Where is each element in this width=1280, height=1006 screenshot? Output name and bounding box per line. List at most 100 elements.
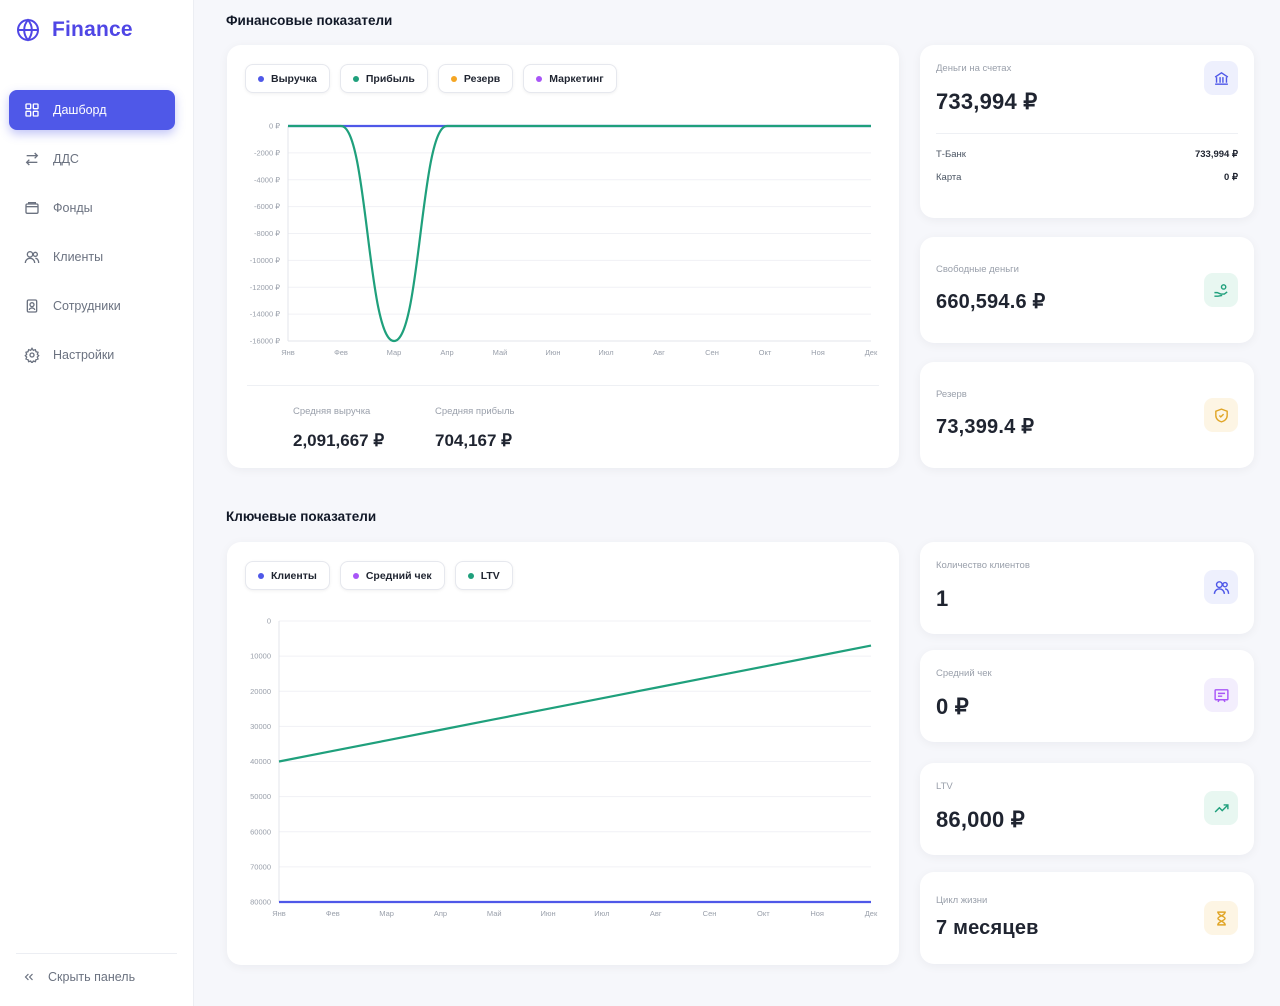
- y-tick-label: 80000: [250, 898, 271, 907]
- shield-icon-badge: [1204, 398, 1238, 432]
- sidebar-item-label: Дашборд: [53, 103, 107, 117]
- account-row: Т-Банк 733,994 ₽: [936, 149, 1238, 160]
- x-tick-label: Дек: [865, 909, 878, 918]
- y-tick-label: 70000: [250, 862, 271, 871]
- legend-label: Выручка: [271, 72, 317, 85]
- account-amount: 0 ₽: [1224, 172, 1238, 183]
- legend-marketing[interactable]: Маркетинг: [523, 64, 617, 93]
- y-tick-label: 0 ₽: [269, 122, 280, 131]
- lifecycle-value: 7 месяцев: [936, 917, 1039, 939]
- hand-coin-icon-badge: [1204, 273, 1238, 307]
- sidebar-item-label: Настройки: [53, 348, 115, 362]
- sidebar-item-employees[interactable]: Сотрудники: [9, 286, 175, 326]
- y-tick-label: 60000: [250, 827, 271, 836]
- key-section-title: Ключевые показатели: [226, 509, 377, 524]
- ltv-label: LTV: [936, 781, 953, 792]
- y-tick-label: -16000 ₽: [250, 337, 280, 346]
- x-tick-label: Мар: [387, 348, 402, 357]
- app-name: Finance: [52, 18, 133, 41]
- legend-avg-check[interactable]: Средний чек: [339, 561, 445, 590]
- financial-chart-card: 0 ₽ -2000 ₽ -4000 ₽ -6000 ₽ -8000 ₽ -10000 ₽ -…: [227, 45, 899, 468]
- hand-coin-icon: [1213, 283, 1228, 297]
- sidebar-item-dashboard[interactable]: Дашборд: [9, 90, 175, 130]
- x-tick-label: Май: [487, 909, 502, 918]
- x-tick-label: Авг: [653, 348, 665, 357]
- hourglass-icon: [1216, 910, 1226, 926]
- accounts-label: Деньги на счетах: [936, 63, 1012, 74]
- legend-reserve[interactable]: Резерв: [437, 64, 514, 93]
- sidebar-nav: Дашборд ДДС Фонды Клиенты Сотрудники Нас…: [9, 90, 175, 384]
- avg-revenue-label: Средняя выручка: [293, 406, 371, 417]
- globe-icon: [17, 18, 39, 42]
- legend-dot: [467, 572, 474, 579]
- free-money-card: Свободные деньги 660,594.6 ₽: [920, 237, 1254, 343]
- series-line-ltv: [278, 644, 872, 763]
- x-tick-label: Янв: [272, 909, 286, 918]
- sidebar-item-settings[interactable]: Настройки: [9, 335, 175, 375]
- avg-check-card: Средний чек 0 ₽: [920, 650, 1254, 742]
- arrows-swap-icon: [25, 152, 39, 166]
- legend-revenue[interactable]: Выручка: [245, 64, 330, 93]
- account-name: Т-Банк: [936, 149, 966, 160]
- legend-profit[interactable]: Прибыль: [339, 64, 428, 93]
- receipt-icon-badge: [1204, 678, 1238, 712]
- legend-label: Маркетинг: [549, 72, 604, 85]
- y-tick-label: -10000 ₽: [250, 256, 280, 265]
- collapse-label: Скрыть панель: [48, 970, 136, 984]
- lifecycle-label: Цикл жизни: [936, 895, 988, 906]
- sidebar-item-funds[interactable]: Фонды: [9, 188, 175, 228]
- ltv-card: LTV 86,000 ₽: [920, 763, 1254, 855]
- x-tick-label: Июн: [541, 909, 556, 918]
- lifecycle-card: Цикл жизни 7 месяцев: [920, 872, 1254, 964]
- accounts-card: Деньги на счетах 733,994 ₽ Т-Банк 733,99…: [920, 45, 1254, 218]
- avg-profit-label: Средняя прибыль: [435, 406, 515, 417]
- x-tick-label: Фев: [334, 348, 348, 357]
- ltv-value: 86,000 ₽: [936, 807, 1025, 832]
- account-row: Карта 0 ₽: [936, 172, 1238, 183]
- y-tick-label: -12000 ₽: [250, 283, 280, 292]
- hourglass-icon-badge: [1204, 901, 1238, 935]
- legend-ltv[interactable]: LTV: [454, 561, 513, 590]
- clients-count-card: Количество клиентов 1: [920, 542, 1254, 634]
- reserve-value: 73,399.4 ₽: [936, 416, 1035, 438]
- badge-icon: [26, 299, 38, 313]
- financial-section-title: Финансовые показатели: [226, 13, 393, 28]
- y-tick-label: -2000 ₽: [254, 148, 280, 157]
- key-chart: 0 10000 20000 30000 40000 50000 60000 70000 8000…: [250, 617, 878, 919]
- x-tick-label: Апр: [434, 909, 447, 918]
- sidebar-divider: [16, 953, 177, 954]
- free-money-value: 660,594.6 ₽: [936, 291, 1046, 313]
- sidebar-item-label: ДДС: [53, 152, 79, 166]
- chevrons-left-icon: [24, 973, 33, 981]
- receipt-icon: [1213, 688, 1229, 702]
- reserve-label: Резерв: [936, 389, 967, 400]
- sidebar-item-dds[interactable]: ДДС: [9, 139, 175, 179]
- key-chart-card: 0 10000 20000 30000 40000 50000 60000 70000 8000…: [227, 542, 899, 965]
- accounts-divider: [936, 133, 1238, 134]
- shield-check-icon: [1214, 407, 1228, 423]
- sidebar-item-clients[interactable]: Клиенты: [9, 237, 175, 277]
- financial-legend: Выручка Прибыль Резерв Маркетинг: [245, 64, 617, 93]
- grid-icon: [25, 103, 39, 117]
- avg-revenue-value: 2,091,667 ₽: [293, 431, 385, 450]
- legend-dot: [258, 75, 264, 82]
- legend-label: Прибыль: [365, 72, 415, 85]
- users-icon: [24, 251, 40, 264]
- logo[interactable]: Finance: [16, 18, 133, 42]
- avg-check-label: Средний чек: [936, 668, 992, 679]
- x-tick-label: Янв: [281, 348, 295, 357]
- key-legend: Клиенты Средний чек LTV: [245, 561, 513, 590]
- gear-icon: [24, 347, 40, 363]
- y-tick-label: 20000: [250, 687, 271, 696]
- y-tick-label: 40000: [250, 757, 271, 766]
- y-tick-label: -14000 ₽: [250, 310, 280, 319]
- sidebar-item-label: Клиенты: [53, 250, 104, 264]
- collapse-sidebar-button[interactable]: Скрыть панель: [22, 970, 135, 984]
- legend-clients[interactable]: Клиенты: [245, 561, 330, 590]
- y-tick-label: 0: [267, 617, 271, 626]
- x-tick-label: Май: [493, 348, 508, 357]
- legend-label: Клиенты: [271, 569, 317, 582]
- x-tick-label: Авг: [650, 909, 662, 918]
- x-tick-label: Фев: [326, 909, 340, 918]
- users-icon-badge: [1204, 570, 1238, 604]
